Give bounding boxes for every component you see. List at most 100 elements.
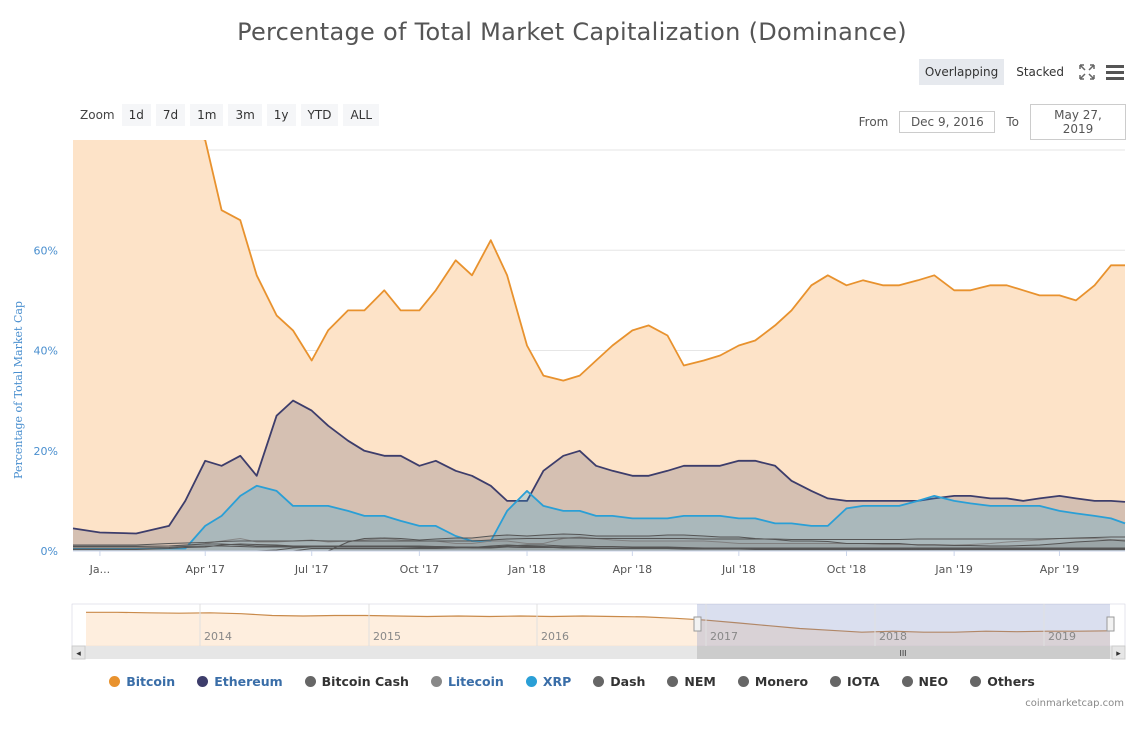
area-bitcoin[interactable] (73, 140, 1125, 551)
navigator-year-label: 2018 (879, 630, 907, 643)
overlapping-button[interactable]: Overlapping (918, 59, 1005, 85)
series-layer[interactable] (72, 140, 1126, 552)
navigator-year-label: 2016 (541, 630, 569, 643)
axis-layer: 0% 20% 40% 60% Ja... Apr '17 Jul '17 Oct '17 Jan… (34, 244, 1125, 576)
legend-label: Ethereum (214, 674, 283, 689)
legend-label: Litecoin (447, 674, 504, 689)
legend-item-nem[interactable]: NEM (667, 674, 716, 689)
navigator-right-handle[interactable] (1106, 616, 1115, 632)
legend-item-ethereum[interactable]: Ethereum (197, 674, 283, 689)
line-bitcoin[interactable] (73, 140, 1125, 382)
credit-link[interactable]: coinmarketcap.com (1025, 698, 1124, 709)
legend-dot-icon (901, 676, 913, 687)
legend-item-xrp[interactable]: XRP (525, 674, 572, 689)
chart-toolbar: Overlapping Stacked (918, 58, 1126, 86)
zoom-1m-button[interactable]: 1m (190, 104, 224, 126)
zoom-ytd-button[interactable]: YTD (300, 104, 339, 126)
legend-dot-icon (197, 676, 209, 687)
x-tick-label: Apr '19 (1040, 563, 1080, 576)
x-tick-label: Jul '18 (721, 563, 756, 576)
navigator-year-label: 2015 (373, 630, 401, 643)
legend-dot-icon (304, 676, 316, 687)
legend-dot-icon (737, 676, 749, 687)
navigator-scrollbar-thumb[interactable] (697, 646, 1110, 659)
y-tick-label: 40% (34, 345, 58, 358)
fullscreen-icon[interactable] (1076, 61, 1098, 83)
x-tick-label: Ja... (89, 563, 110, 576)
zoom-3m-button[interactable]: 3m (228, 104, 262, 126)
chart-title: Percentage of Total Market Capitalizatio… (237, 18, 907, 46)
date-range: From Dec 9, 2016 To May 27, 2019 (856, 104, 1126, 140)
zoom-7d-button[interactable]: 7d (155, 104, 186, 126)
scroll-left-arrow-icon: ◂ (76, 649, 81, 659)
to-label: To (1006, 115, 1019, 129)
legend-dot-icon (667, 676, 679, 687)
zoom-controls: Zoom 1d 7d 1m 3m 1y YTD ALL (80, 104, 380, 126)
legend-item-others[interactable]: Others (970, 674, 1035, 689)
line-ethereum[interactable] (72, 399, 1126, 535)
scrollbar-grip: III (899, 649, 906, 658)
legend-label: Others (987, 674, 1035, 689)
legend-label: IOTA (847, 674, 880, 689)
legend-label: Dash (610, 674, 646, 689)
area-ethereum[interactable] (73, 400, 1125, 551)
legend-dot-icon (830, 676, 842, 687)
legend: Bitcoin Ethereum Bitcoin Cash Litecoin XRP Da… (0, 674, 1144, 689)
navigator-year-label: 2014 (204, 630, 232, 643)
line-others[interactable] (73, 536, 1125, 546)
main-chart[interactable]: 0% 20% 40% 60% Ja... Apr '17 Jul '17 Oct '17 Jan… (0, 140, 1144, 590)
line-xrp[interactable] (73, 484, 1126, 550)
zoom-label: Zoom (80, 108, 115, 122)
x-tick-label: Jan '18 (507, 563, 545, 576)
y-axis-label: Percentage of Total Market Cap (12, 301, 25, 479)
legend-item-bitcoin-cash[interactable]: Bitcoin Cash (304, 674, 409, 689)
navigator-series (86, 611, 1111, 646)
to-date-input[interactable]: May 27, 2019 (1030, 104, 1126, 140)
legend-dot-icon (430, 676, 442, 687)
legend-dot-icon (109, 676, 121, 687)
legend-label: NEM (684, 674, 716, 689)
legend-item-monero[interactable]: Monero (737, 674, 809, 689)
navigator[interactable]: 2014 2015 2016 2017 2018 2019 III ◂ ▸ (0, 600, 1144, 662)
legend-dot-icon (593, 676, 605, 687)
stacked-button[interactable]: Stacked (1016, 65, 1064, 79)
navigator-year-label: 2017 (710, 630, 738, 643)
legend-dot-icon (970, 676, 982, 687)
scroll-right-arrow-icon: ▸ (1116, 649, 1121, 659)
x-tick-label: Apr '18 (613, 563, 653, 576)
from-label: From (858, 115, 889, 129)
navigator-year-label: 2019 (1048, 630, 1076, 643)
legend-dot-icon (525, 676, 537, 687)
x-tick-label: Oct '17 (400, 563, 440, 576)
scroll-left-button[interactable] (71, 645, 86, 660)
navigator-year-labels: 2014 2015 2016 2017 2018 2019 (199, 604, 1076, 646)
area-bitcoin-cash[interactable] (73, 534, 1125, 551)
navigator-line (86, 611, 1111, 633)
legend-item-iota[interactable]: IOTA (830, 674, 880, 689)
legend-label: Monero (754, 674, 809, 689)
x-tick-label: Apr '17 (185, 563, 225, 576)
legend-label: XRP (542, 674, 572, 689)
legend-item-dash[interactable]: Dash (593, 674, 645, 689)
x-tick-label: Oct '18 (827, 563, 867, 576)
legend-item-neo[interactable]: NEO (901, 674, 949, 689)
line-neo[interactable] (73, 544, 1125, 552)
y-tick-label: 60% (34, 244, 58, 257)
y-tick-label: 20% (34, 445, 58, 458)
zoom-1d-button[interactable]: 1d (121, 104, 151, 126)
y-tick-label: 0% (41, 545, 58, 558)
from-date-input[interactable]: Dec 9, 2016 (899, 111, 996, 133)
scroll-right-button[interactable] (1111, 645, 1126, 660)
hamburger-icon[interactable] (1104, 61, 1126, 83)
legend-label: Bitcoin (126, 674, 176, 689)
zoom-all-button[interactable]: ALL (343, 104, 380, 126)
legend-item-litecoin[interactable]: Litecoin (430, 674, 504, 689)
zoom-1y-button[interactable]: 1y (266, 104, 296, 126)
navigator-left-handle[interactable] (693, 616, 702, 632)
legend-item-bitcoin[interactable]: Bitcoin (109, 674, 175, 689)
navigator-selection[interactable] (697, 604, 1110, 646)
area-xrp[interactable] (73, 485, 1125, 551)
x-tick-label: Jul '17 (294, 563, 329, 576)
x-tick-label: Jan '19 (934, 563, 972, 576)
legend-label: NEO (918, 674, 949, 689)
